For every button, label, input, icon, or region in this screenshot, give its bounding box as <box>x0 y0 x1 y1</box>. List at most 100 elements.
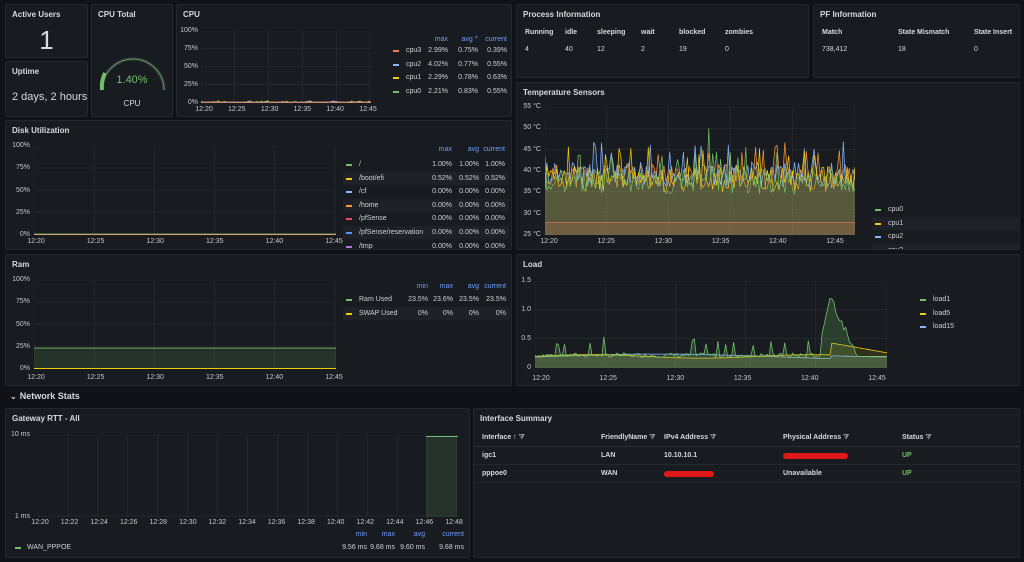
column-header[interactable]: Interface ↑ ⧩ <box>482 434 525 442</box>
legend-value-max: 0.00% <box>432 201 452 209</box>
legend-value-current: 0.63% <box>487 74 507 82</box>
legend-swatch <box>346 164 352 166</box>
legend-row[interactable]: / 1.00% 1.00% 1.00% <box>343 158 509 171</box>
column-header-label: IPv4 Address <box>664 434 709 441</box>
load5-area <box>535 343 887 368</box>
column-header[interactable]: Physical Address ⧩ <box>783 434 849 442</box>
legend-row[interactable]: cpu132 °C45 °C38.1 °C37 °C <box>872 216 1019 230</box>
uptime-value: 2 days, 2 hours <box>12 91 88 103</box>
legend-row[interactable]: cpu3 2.99% 0.75% 0.39% <box>390 44 511 57</box>
y-tick-label: 40 °C <box>523 167 541 174</box>
process-header-sleeping: sleeping <box>597 29 626 36</box>
column-header[interactable]: IPv4 Address ⧩ <box>664 434 716 442</box>
column-header[interactable]: Status ⧩ <box>902 434 932 442</box>
legend-row[interactable]: cpu0 2.21% 0.83% 0.55% <box>390 85 511 98</box>
filter-icon[interactable]: ⧩ <box>708 434 717 441</box>
legend-row[interactable]: cpu234 °C46 °C39.2 °C38 °C <box>872 230 1019 243</box>
legend-row[interactable]: load50.430.200.31 <box>917 307 1019 320</box>
y-tick-label: 30 °C <box>523 209 541 217</box>
legend-header-avg: avg <box>413 531 425 538</box>
legend-row[interactable]: Ram Used 23.5% 23.6% 23.5% 23.5% <box>343 293 510 306</box>
cpu-gauge <box>99 57 166 91</box>
legend-value-max: 2.21% <box>428 87 448 95</box>
y-tick-label: 50% <box>183 63 198 70</box>
legend-row[interactable]: cpu1 2.29% 0.78% 0.63% <box>390 71 511 84</box>
legend-swatch <box>15 547 21 549</box>
filter-icon[interactable]: ⧩ <box>923 434 932 441</box>
process-value: 0 <box>725 46 729 53</box>
legend-header-max: max <box>439 283 453 290</box>
table-header-row: Interface ↑ ⧩ FriendlyName ⧩ IPv4 Address … <box>474 429 1019 447</box>
legend-row[interactable]: /cf 0.00% 0.00% 0.00% <box>343 185 509 198</box>
legend-row[interactable]: cpu032 °C50 °C37.6 °C37 °C <box>872 203 1019 216</box>
legend-header-max: max <box>381 531 395 538</box>
pf-header: State Insert <box>974 29 1013 36</box>
load1-area <box>535 298 887 368</box>
x-tick-label: 12:35 <box>733 375 752 382</box>
legend-row[interactable]: /tmp 0.00% 0.00% 0.00% <box>343 240 509 249</box>
legend-swatch <box>875 236 881 239</box>
table-cell-friendly: LAN <box>601 452 616 459</box>
table-row[interactable]: pppoe0 WAN Unavailable UP <box>474 465 1019 483</box>
legend-row[interactable]: /home 0.00% 0.00% 0.00% <box>343 198 509 212</box>
column-header[interactable]: FriendlyName ⧩ <box>601 434 656 442</box>
x-tick-label: 12:20 <box>31 519 49 526</box>
filter-icon[interactable]: ⧩ <box>841 434 850 441</box>
y-tick-label: 50 °C <box>523 124 541 132</box>
y-tick-label: 10 ms <box>10 431 30 438</box>
column-header-label: FriendlyName <box>601 434 648 441</box>
legend-value-avg: 0.52% <box>459 174 479 182</box>
x-tick-label: 12:20 <box>540 238 558 245</box>
panel-title: CPU Total <box>98 10 136 19</box>
legend-swatch <box>920 326 926 329</box>
temp-series-area <box>545 128 855 235</box>
table-cell-physical: Unavailable <box>783 470 822 477</box>
load5-line <box>535 342 887 359</box>
legend-series-name: WAN_PPPOE <box>27 544 72 551</box>
x-tick-label: 12:40 <box>769 238 787 245</box>
legend-row[interactable]: /pfSense 0.00% 0.00% 0.00% <box>343 212 509 225</box>
arrow-up-icon[interactable]: ↑ <box>511 434 517 441</box>
y-tick-label: 100% <box>12 142 30 149</box>
pf-header: Match <box>822 29 843 36</box>
legend-value-avg: 9.60 ms <box>400 544 425 551</box>
x-tick-label: 12:30 <box>654 238 673 245</box>
x-tick-label: 12:40 <box>326 106 344 113</box>
legend-row[interactable]: cpu333 °C43 °C38.7 °C38 °C <box>872 243 1019 249</box>
x-tick-label: 12:34 <box>238 519 256 526</box>
legend-swatch <box>393 50 399 52</box>
legend-series-name: cpu3 <box>888 247 903 249</box>
process-value: 40 <box>565 46 573 53</box>
temperature-chart <box>545 107 855 235</box>
gateway-rtt-chart <box>38 435 458 517</box>
legend-row[interactable]: /boot/efi 0.52% 0.52% 0.52% <box>343 171 509 185</box>
y-tick-label: 55 °C <box>523 103 541 110</box>
filter-icon[interactable]: ⧩ <box>516 434 525 441</box>
legend-row[interactable]: /pfSense/reservation 0.00% 0.00% 0.00% <box>343 226 509 239</box>
table-row[interactable]: igc1 LAN 10.10.10.1 UP <box>474 447 1019 465</box>
x-tick-label: 12:45 <box>325 238 343 245</box>
process-value: 12 <box>597 46 605 53</box>
legend-value-max: 4.02% <box>428 60 448 68</box>
table-cell-friendly: WAN <box>601 470 618 477</box>
legend-series-name: cpu1 <box>888 219 904 227</box>
process-header-wait: wait <box>641 29 655 36</box>
x-tick-label: 12:30 <box>179 519 197 526</box>
legend-row[interactable]: SWAP Used 0% 0% 0% 0% <box>343 306 510 320</box>
rtt-area <box>426 436 457 517</box>
panel-title: PF Information <box>820 10 877 19</box>
pf-value: 738,412 <box>822 46 848 53</box>
legend-header-min: min <box>416 283 428 290</box>
table-cell-ipv4: 10.10.10.1 <box>664 452 698 459</box>
filter-icon[interactable]: ⧩ <box>647 434 656 441</box>
x-tick-label: 12:25 <box>86 238 105 245</box>
legend-row[interactable]: cpu2 4.02% 0.77% 0.55% <box>390 58 511 71</box>
network-stats-row[interactable]: ⌄ Network Stats <box>10 391 80 401</box>
chevron-down-icon[interactable]: ⌄ <box>10 392 17 401</box>
legend-value-max: 0.00% <box>432 229 452 236</box>
legend-row[interactable]: load11.190.220.20 <box>917 293 1019 306</box>
legend-header-min: min <box>355 531 367 538</box>
legend-value-avg: 0.75% <box>458 47 478 54</box>
legend-swatch <box>393 77 399 80</box>
legend-row[interactable]: load150.260.190.24 <box>917 320 1019 333</box>
